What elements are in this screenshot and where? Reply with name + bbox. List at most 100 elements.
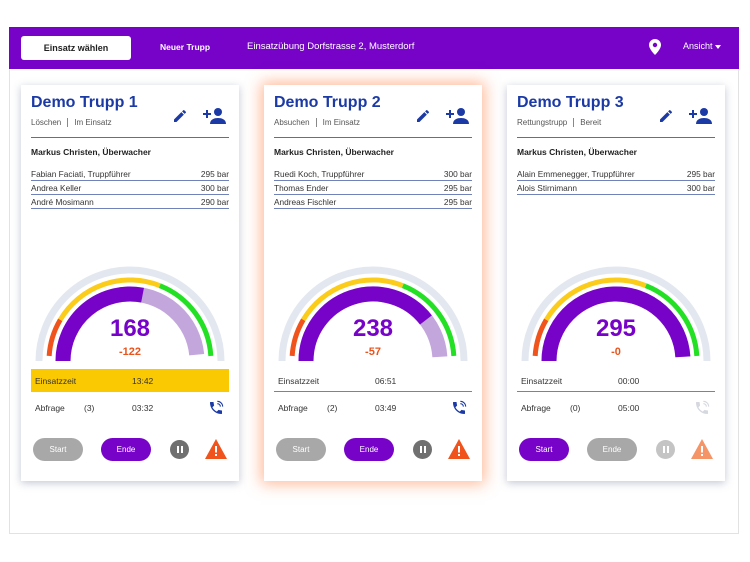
edit-pencil-icon[interactable] <box>172 108 188 124</box>
member-name: Alain Emmenegger, Truppführer <box>517 169 635 179</box>
mission-time-label: Einsatzzeit <box>521 376 563 386</box>
divider <box>67 118 69 128</box>
team-task: Löschen <box>31 118 62 127</box>
pressure-gauge <box>35 266 225 362</box>
end-button[interactable]: Ende <box>587 438 637 461</box>
query-label: Abfrage <box>278 403 308 413</box>
start-button[interactable]: Start <box>33 438 83 461</box>
member-name: Thomas Ender <box>274 183 329 193</box>
start-button[interactable]: Start <box>519 438 569 461</box>
phone-call-icon[interactable] <box>451 400 467 416</box>
warning-icon[interactable] <box>205 439 227 459</box>
gauge-outer-track <box>521 266 711 362</box>
view-dropdown[interactable]: Ansicht <box>683 41 721 51</box>
pause-button[interactable] <box>656 440 675 459</box>
query-count: (2) <box>327 403 338 413</box>
query-row: Abfrage (2) 03:49 <box>274 397 472 419</box>
mission-time-value: 13:42 <box>132 376 154 386</box>
team-status: Im Einsatz <box>322 118 360 127</box>
end-button[interactable]: Ende <box>101 438 151 461</box>
gauge-delta: -0 <box>611 346 621 358</box>
pause-icon <box>666 446 669 453</box>
member-pressure: 300 bar <box>443 169 472 179</box>
team-subtitle: Absuchen Im Einsatz <box>274 118 360 128</box>
query-time: 05:00 <box>618 403 640 413</box>
caret-down-icon <box>714 44 721 49</box>
add-person-icon[interactable] <box>689 106 713 126</box>
gauge-zone-red <box>532 318 549 357</box>
divider <box>573 118 575 128</box>
member-pressure: 295 bar <box>443 183 472 193</box>
gauge-zone-red <box>289 318 306 357</box>
query-count: (0) <box>570 403 581 413</box>
mission-time-label: Einsatzzeit <box>35 376 77 386</box>
new-team-button[interactable]: Neuer Trupp <box>160 42 211 52</box>
pause-icon <box>419 446 422 453</box>
pause-button[interactable] <box>413 440 432 459</box>
gauge-zone-yellow <box>544 277 647 322</box>
team-subtitle: Löschen Im Einsatz <box>31 118 112 128</box>
team-card: Demo Trupp 2 Absuchen Im Einsatz Markus C… <box>264 85 482 481</box>
edit-pencil-icon[interactable] <box>658 108 674 124</box>
query-count: (3) <box>84 403 95 413</box>
team-title: Demo Trupp 1 <box>31 94 138 111</box>
team-status: Bereit <box>580 118 602 127</box>
warning-icon[interactable] <box>448 439 470 459</box>
member-pressure: 295 bar <box>443 197 472 207</box>
mission-time-row: Einsatzzeit 06:51 <box>274 369 472 392</box>
pause-button[interactable] <box>170 440 189 459</box>
pressure-gauge <box>521 266 711 362</box>
divider <box>274 137 472 138</box>
member-row: Andrea Keller 300 bar <box>31 182 229 195</box>
team-subtitle: Rettungstrupp Bereit <box>517 118 602 128</box>
top-navbar: Einsatz wählen Neuer Trupp Einsatzübung … <box>9 27 739 69</box>
warning-icon[interactable] <box>691 439 713 459</box>
gauge-zone-yellow <box>58 277 161 322</box>
member-row: Thomas Ender 295 bar <box>274 182 472 195</box>
gauge-zone-green <box>644 283 700 357</box>
pause-icon <box>180 446 183 453</box>
mission-time-row: Einsatzzeit 13:42 <box>31 369 229 392</box>
location-pin-icon[interactable] <box>649 39 661 55</box>
supervisor-name: Markus Christen, Überwacher <box>274 147 394 157</box>
gauge-delta: -57 <box>365 346 381 358</box>
gauge-zone-red <box>46 318 63 357</box>
phone-call-icon[interactable] <box>694 400 710 416</box>
start-button[interactable]: Start <box>276 438 326 461</box>
view-dropdown-label: Ansicht <box>683 41 713 51</box>
member-pressure: 295 bar <box>200 169 229 179</box>
query-row: Abfrage (0) 05:00 <box>517 397 715 419</box>
member-pressure: 300 bar <box>686 183 715 193</box>
member-name: Alois Stirnimann <box>517 183 577 193</box>
select-mission-button[interactable]: Einsatz wählen <box>21 36 131 60</box>
end-button[interactable]: Ende <box>344 438 394 461</box>
add-person-icon[interactable] <box>203 106 227 126</box>
team-card: Demo Trupp 1 Löschen Im Einsatz Markus Ch… <box>21 85 239 481</box>
pause-icon <box>176 446 179 453</box>
mission-time-row: Einsatzzeit 00:00 <box>517 369 715 392</box>
gauge-value: 295 <box>595 315 637 342</box>
member-row: Alain Emmenegger, Truppführer 295 bar <box>517 168 715 181</box>
member-pressure: 300 bar <box>200 183 229 193</box>
add-person-icon[interactable] <box>446 106 470 126</box>
member-row: Ruedi Koch, Truppführer 300 bar <box>274 168 472 181</box>
pressure-gauge <box>278 266 468 362</box>
team-card: Demo Trupp 3 Rettungstrupp Bereit Markus … <box>507 85 725 481</box>
pause-icon <box>423 446 426 453</box>
member-row: André Mosimann 290 bar <box>31 196 229 209</box>
gauge-zone-green <box>158 283 214 357</box>
edit-pencil-icon[interactable] <box>415 108 431 124</box>
team-title: Demo Trupp 3 <box>517 94 624 111</box>
member-name: Andrea Keller <box>31 183 82 193</box>
divider <box>517 137 715 138</box>
phone-call-icon[interactable] <box>208 400 224 416</box>
gauge-arc-dark <box>298 286 432 362</box>
member-row: Andreas Fischler 295 bar <box>274 196 472 209</box>
query-row: Abfrage (3) 03:32 <box>31 397 229 419</box>
query-time: 03:32 <box>132 403 154 413</box>
divider <box>31 137 229 138</box>
member-name: Ruedi Koch, Truppführer <box>274 169 365 179</box>
gauge-delta: -122 <box>118 346 142 358</box>
gauge-zone-green <box>401 283 457 357</box>
supervisor-name: Markus Christen, Überwacher <box>517 147 637 157</box>
